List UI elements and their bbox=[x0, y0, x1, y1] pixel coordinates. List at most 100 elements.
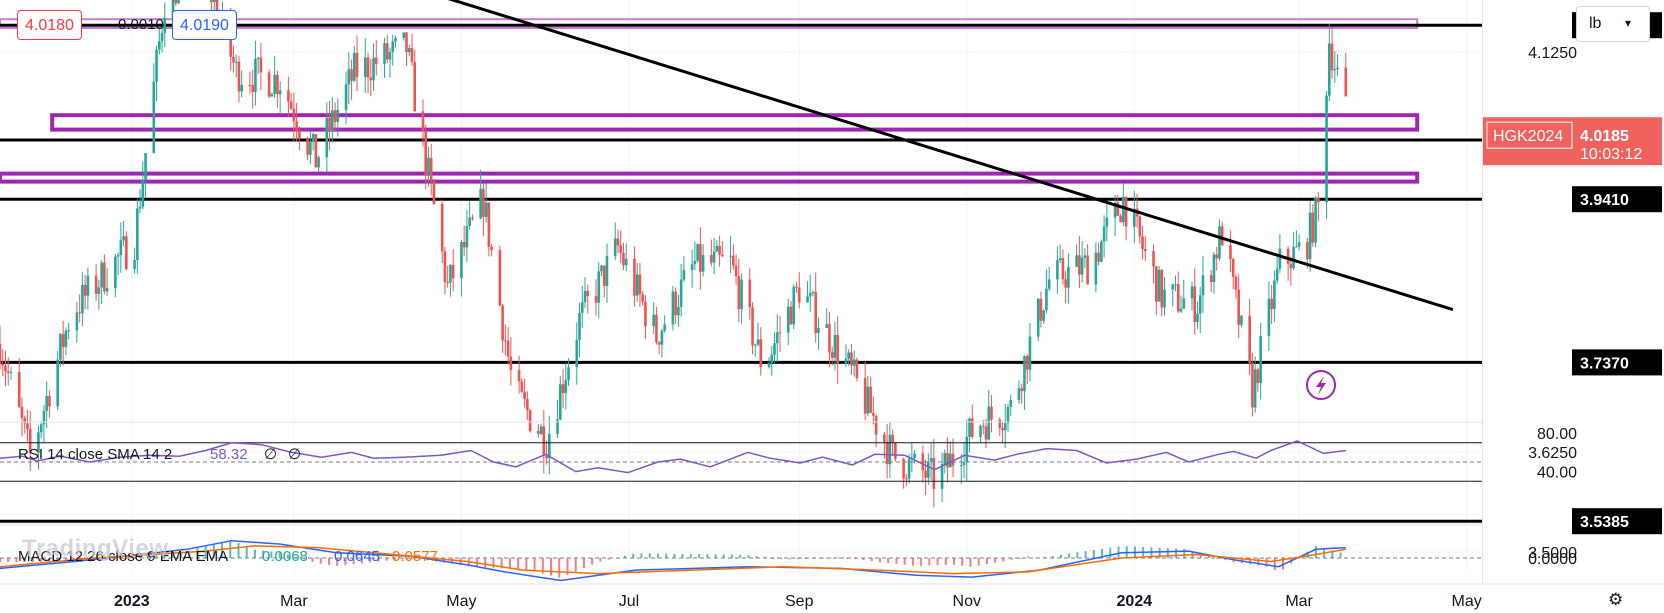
macd-pane: MACD 12 26 close 9 EMA EMA 0.0068 0.0645 0.… bbox=[0, 524, 1570, 582]
candle-body bbox=[234, 61, 238, 63]
macd-histogram-bar bbox=[763, 557, 766, 559]
macd-histogram-bar bbox=[1002, 558, 1005, 562]
candle-body bbox=[1075, 255, 1078, 267]
candle-body bbox=[869, 386, 872, 413]
macd-histogram-bar bbox=[105, 558, 108, 560]
candle-body bbox=[929, 458, 933, 462]
macd-histogram-bar bbox=[772, 558, 775, 559]
candle-body bbox=[482, 188, 485, 217]
candle-body bbox=[501, 305, 504, 341]
macd-histogram-bar bbox=[1216, 558, 1219, 559]
unit-selector-button[interactable]: lb ▾ bbox=[1576, 6, 1650, 42]
candle-body bbox=[948, 453, 952, 468]
candle-body bbox=[732, 255, 735, 266]
candle-body bbox=[679, 279, 683, 307]
candle-body bbox=[449, 265, 452, 283]
candle-body bbox=[119, 240, 123, 256]
macd-histogram-bar bbox=[196, 548, 199, 558]
macd-signal-line bbox=[0, 545, 1346, 575]
candle-body bbox=[336, 109, 340, 123]
candle-body bbox=[391, 41, 395, 53]
candle-body bbox=[806, 296, 809, 303]
macd-histogram-bar bbox=[344, 558, 347, 566]
candle-body bbox=[520, 381, 524, 392]
macd-histogram-bar bbox=[632, 553, 635, 558]
candle-body bbox=[355, 52, 359, 78]
macd-histogram-bar bbox=[1331, 550, 1334, 558]
macd-signal-value: 0.0577 bbox=[392, 548, 438, 565]
macd-histogram-bar bbox=[517, 558, 520, 569]
candle-body bbox=[1152, 251, 1155, 267]
candle-body bbox=[1209, 275, 1213, 282]
candle-body bbox=[968, 418, 971, 438]
candle-body bbox=[157, 41, 161, 50]
candle-body bbox=[350, 69, 353, 81]
rsi-axis-tick: 80.00 bbox=[1537, 426, 1577, 443]
candle-body bbox=[160, 32, 164, 42]
candle-body bbox=[287, 90, 290, 102]
macd-histogram-bar bbox=[1281, 558, 1284, 570]
candle-body bbox=[39, 424, 43, 433]
macd-histogram-bar bbox=[903, 558, 906, 565]
candle-body bbox=[1039, 298, 1043, 321]
candle-body bbox=[775, 332, 779, 344]
candle-body bbox=[267, 72, 271, 97]
candle-body bbox=[1157, 269, 1161, 302]
time-axis-tick-label: Nov bbox=[953, 593, 981, 610]
candle-body bbox=[64, 330, 68, 348]
candle-body bbox=[951, 453, 955, 466]
candle-body bbox=[331, 110, 334, 132]
candle-body bbox=[1176, 284, 1180, 312]
macd-histogram-bar bbox=[508, 558, 511, 569]
candle-body bbox=[652, 314, 655, 327]
bid-price-box[interactable]: 4.0190 bbox=[172, 10, 237, 40]
last-price-label: 4.0185 bbox=[1580, 128, 1629, 145]
candle-body bbox=[1314, 197, 1317, 243]
macd-histogram-bar bbox=[377, 558, 380, 562]
trendline-line[interactable] bbox=[272, 0, 1454, 312]
candle-body bbox=[1160, 269, 1164, 308]
candle-body bbox=[487, 202, 491, 247]
macd-histogram-bar bbox=[887, 558, 890, 564]
candle-body bbox=[734, 265, 738, 277]
macd-histogram-bar bbox=[1059, 554, 1062, 558]
candle-body bbox=[600, 265, 603, 272]
candle-body bbox=[1295, 246, 1298, 248]
macd-histogram-bar bbox=[928, 558, 931, 566]
candle-body bbox=[633, 258, 636, 296]
candle-body bbox=[932, 458, 936, 489]
price-axis-border bbox=[1482, 0, 1483, 584]
macd-histogram-bar bbox=[599, 558, 602, 562]
candle-body bbox=[28, 428, 32, 453]
candle-body bbox=[1017, 388, 1021, 400]
gear-icon[interactable]: ⚙ bbox=[1608, 590, 1624, 609]
candle-body bbox=[251, 85, 254, 92]
candle-body bbox=[850, 352, 853, 366]
chart-overlays bbox=[1306, 0, 1483, 584]
candle-body bbox=[1003, 423, 1007, 431]
candle-body bbox=[866, 386, 870, 414]
macd-histogram-bar bbox=[303, 558, 306, 560]
candle-body bbox=[1215, 254, 1219, 259]
candle-body bbox=[67, 330, 70, 332]
candle-body bbox=[1023, 356, 1026, 392]
macd-histogram-bar bbox=[81, 558, 84, 562]
candle-body bbox=[394, 37, 397, 42]
candle-body bbox=[545, 455, 548, 459]
candle-body bbox=[100, 262, 103, 288]
candle-body bbox=[248, 84, 252, 86]
candle-body bbox=[369, 77, 373, 81]
candle-body bbox=[152, 81, 156, 154]
macd-histogram-bar bbox=[278, 552, 281, 558]
macd-histogram-bar bbox=[911, 558, 914, 566]
macd-histogram-bar bbox=[1306, 551, 1309, 558]
macd-histogram-bar bbox=[1249, 558, 1252, 565]
candle-body bbox=[883, 434, 886, 443]
candle-body bbox=[61, 334, 65, 348]
candle-body bbox=[402, 32, 406, 38]
ask-price-box[interactable]: 4.0180 bbox=[17, 10, 82, 40]
candle-body bbox=[635, 274, 639, 296]
macd-histogram-bar bbox=[1084, 551, 1087, 558]
level-price-label-box bbox=[1572, 186, 1662, 213]
